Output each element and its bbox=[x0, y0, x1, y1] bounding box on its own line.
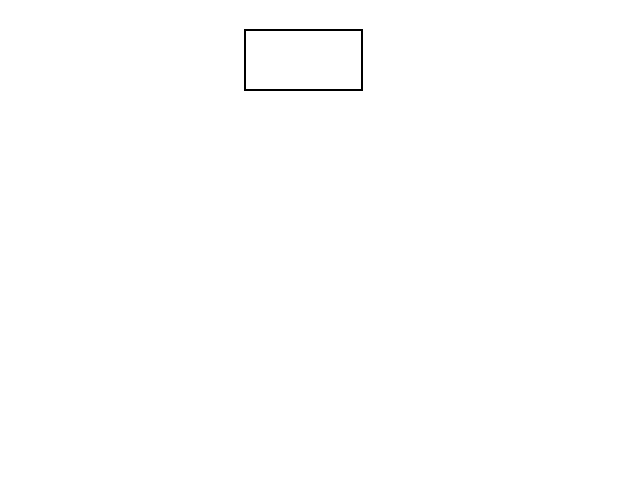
chart-legend bbox=[244, 29, 363, 91]
